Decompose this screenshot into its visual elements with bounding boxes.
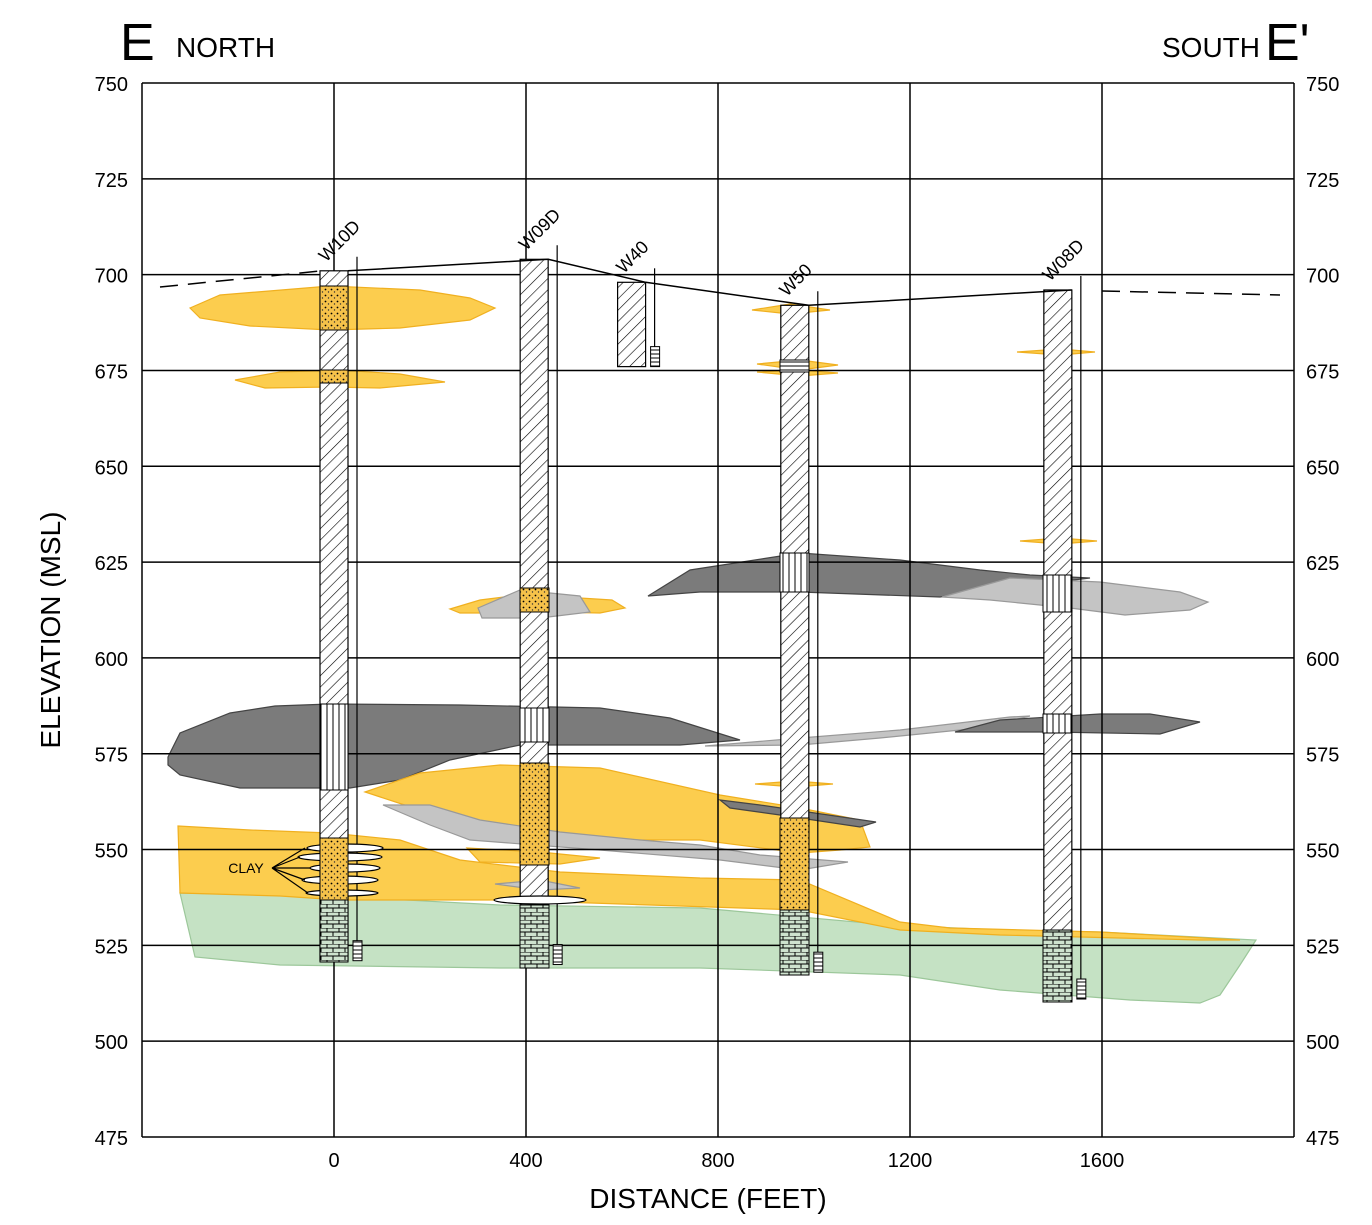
sand-interval xyxy=(780,818,809,910)
limestone-interval xyxy=(520,905,549,968)
y-tick-label-right: 750 xyxy=(1306,74,1339,96)
limestone-interval xyxy=(320,900,348,962)
clay-interval xyxy=(780,360,809,372)
x-tick-label: 800 xyxy=(701,1150,734,1172)
annotation: CLAY xyxy=(228,860,264,876)
clay-sand-interval xyxy=(320,838,348,900)
silt-layer xyxy=(955,714,1200,734)
title-left: E xyxy=(120,14,155,72)
limestone-interval xyxy=(1043,930,1072,1002)
silt-interval xyxy=(320,704,348,790)
well-screen xyxy=(553,945,562,965)
sand-interval xyxy=(320,286,348,330)
clay-lens xyxy=(494,896,586,904)
y-tick-label: 525 xyxy=(95,936,128,958)
y-axis-label: ELEVATION (MSL) xyxy=(35,511,66,748)
x-tick-label: 0 xyxy=(328,1150,339,1172)
y-tick-label: 675 xyxy=(95,361,128,383)
silt-interval xyxy=(520,708,549,742)
y-tick-label: 625 xyxy=(95,553,128,575)
title-right-sub: SOUTH xyxy=(1162,32,1260,63)
well-screen xyxy=(353,941,362,961)
x-axis-label: DISTANCE (FEET) xyxy=(589,1183,826,1214)
y-tick-label-right: 675 xyxy=(1306,361,1339,383)
chart: CLAY E NORTH SOUTH E' DISTANCE (FEET) EL… xyxy=(0,0,1372,1225)
well-label: W50 xyxy=(775,260,815,300)
y-tick-label: 725 xyxy=(95,170,128,192)
ground-extension xyxy=(160,271,320,287)
silt-interval xyxy=(1043,575,1072,612)
y-tick-label: 650 xyxy=(95,457,128,479)
well-screen xyxy=(651,347,660,367)
y-tick-label-right: 625 xyxy=(1306,553,1339,575)
sand-interval xyxy=(520,763,549,865)
x-tick-label: 400 xyxy=(509,1150,542,1172)
y-tick-label: 750 xyxy=(95,74,128,96)
silt-interval xyxy=(780,553,809,592)
ground-extension xyxy=(1102,291,1280,295)
y-tick-label: 600 xyxy=(95,649,128,671)
title-left-sub: NORTH xyxy=(176,32,275,63)
y-tick-label-right: 475 xyxy=(1306,1128,1339,1150)
sand-interval xyxy=(320,370,348,383)
y-tick-label-right: 575 xyxy=(1306,745,1339,767)
y-tick-label-right: 600 xyxy=(1306,649,1339,671)
well-screen xyxy=(1077,979,1086,999)
silt-interval xyxy=(1043,714,1072,733)
sand-interval xyxy=(520,588,549,612)
y-tick-label-right: 550 xyxy=(1306,841,1339,863)
limestone-interval xyxy=(780,910,809,975)
x-tick-label: 1200 xyxy=(888,1150,933,1172)
well-bore xyxy=(618,282,646,366)
y-tick-label-right: 725 xyxy=(1306,170,1339,192)
well-screen xyxy=(814,952,823,972)
y-tick-label: 700 xyxy=(95,266,128,288)
x-tick-label: 1600 xyxy=(1080,1150,1125,1172)
y-tick-label-right: 700 xyxy=(1306,266,1339,288)
y-tick-label-right: 525 xyxy=(1306,936,1339,958)
well-bore xyxy=(1044,290,1072,999)
title-right: E' xyxy=(1265,14,1310,72)
y-tick-label-right: 500 xyxy=(1306,1032,1339,1054)
well-label: W40 xyxy=(612,237,652,277)
y-tick-label-right: 650 xyxy=(1306,457,1339,479)
y-tick-label: 550 xyxy=(95,841,128,863)
y-tick-label: 500 xyxy=(95,1032,128,1054)
y-tick-label: 575 xyxy=(95,745,128,767)
y-tick-label: 475 xyxy=(95,1128,128,1150)
